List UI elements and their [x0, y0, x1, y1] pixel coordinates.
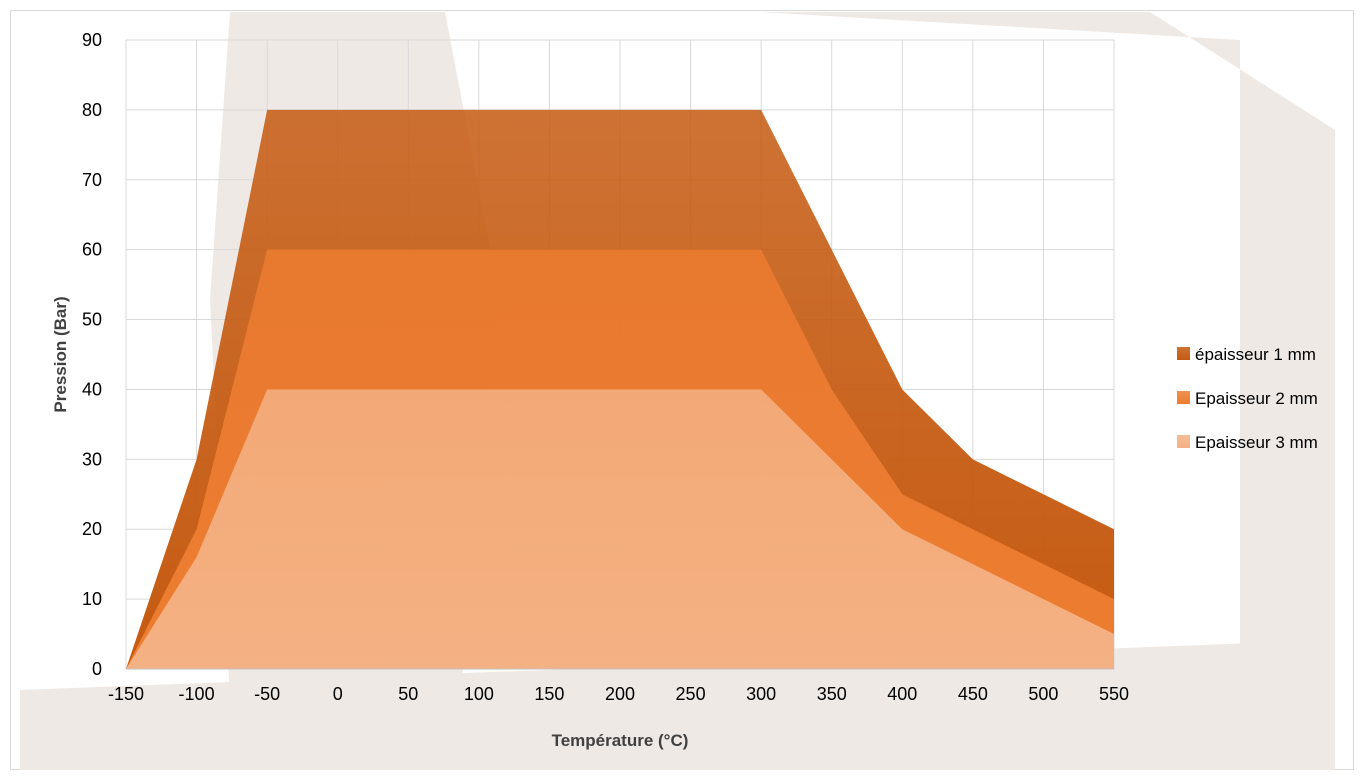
x-tick-label: -100	[179, 684, 215, 704]
y-axis-title: Pression (Bar)	[51, 296, 70, 412]
legend-label-3: Epaisseur 3 mm	[1195, 433, 1318, 452]
x-tick-label: 300	[746, 684, 776, 704]
y-tick-label: 90	[82, 30, 102, 50]
x-tick-label: 0	[333, 684, 343, 704]
x-tick-label: 50	[398, 684, 418, 704]
x-axis-title: Température (°C)	[552, 731, 689, 750]
y-tick-label: 40	[82, 379, 102, 399]
x-tick-label: 200	[605, 684, 635, 704]
x-tick-label: 250	[676, 684, 706, 704]
legend-swatch-1	[1177, 347, 1190, 360]
legend-label-2: Epaisseur 2 mm	[1195, 389, 1318, 408]
y-tick-label: 60	[82, 240, 102, 260]
series-areas	[126, 109, 1114, 669]
x-tick-label: -50	[254, 684, 280, 704]
legend-label-1: épaisseur 1 mm	[1195, 345, 1316, 364]
y-tick-label: 80	[82, 100, 102, 120]
y-tick-label: 20	[82, 519, 102, 539]
series-area-3	[126, 389, 1114, 669]
y-tick-label: 10	[82, 589, 102, 609]
x-tick-label: 550	[1099, 684, 1129, 704]
watermark-shape	[20, 640, 1335, 770]
x-tick-label: 400	[887, 684, 917, 704]
x-tick-label: 450	[958, 684, 988, 704]
y-tick-label: 0	[92, 659, 102, 679]
legend-swatch-3	[1177, 435, 1190, 448]
x-tick-label: 500	[1028, 684, 1058, 704]
y-tick-label: 30	[82, 449, 102, 469]
tick-labels: -150 -100 -50 0 50 100 150 200 250 300 350 400 450 50…	[82, 30, 1129, 704]
legend: épaisseur 1 mm Epaisseur 2 mm Epaisseur 3 …	[1177, 345, 1318, 452]
legend-swatch-2	[1177, 391, 1190, 404]
y-tick-label: 70	[82, 170, 102, 190]
x-tick-label: -150	[108, 684, 144, 704]
y-tick-label: 50	[82, 310, 102, 330]
x-tick-label: 350	[817, 684, 847, 704]
x-tick-label: 150	[534, 684, 564, 704]
x-tick-label: 100	[464, 684, 494, 704]
